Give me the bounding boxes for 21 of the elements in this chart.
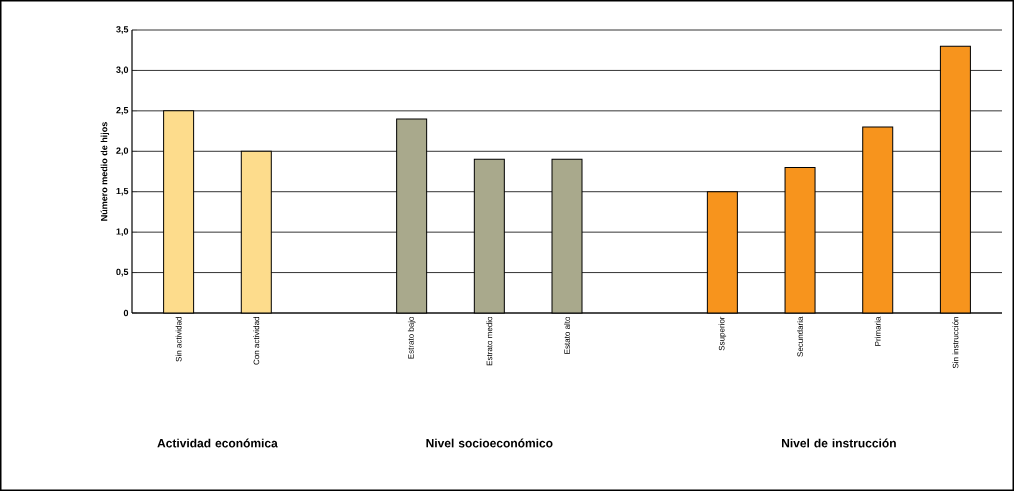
y-tick-label: 2,0 xyxy=(116,147,129,156)
y-tick-label: 1,5 xyxy=(116,187,129,196)
y-tick-label: 0 xyxy=(123,309,129,317)
x-tick-label: Estrato medio xyxy=(486,316,493,366)
y-axis-title: Número medio de hijos xyxy=(100,122,110,221)
y-tick-label: 2,5 xyxy=(116,107,129,115)
y-tick-label: 0,5 xyxy=(116,268,129,277)
x-tick-label: Con actividad xyxy=(253,317,260,365)
x-tick-label: Estrato bajo xyxy=(407,316,416,359)
x-tick-label: Sin instrucción xyxy=(952,317,959,369)
text: Nivel socioeconómico xyxy=(426,438,553,448)
x-tick-label: Secundaria xyxy=(797,316,803,357)
x-tick-label: Primaria xyxy=(874,316,881,346)
y-tick-label: 3,0 xyxy=(116,66,129,75)
y-tick-label: 3,5 xyxy=(116,26,129,34)
y-tick-label: 1,0 xyxy=(116,228,129,236)
text: Nivel de instrucción xyxy=(782,438,896,448)
x-tick-label: Estato alto xyxy=(564,316,570,354)
text: Actividad económica xyxy=(157,438,278,448)
x-tick-label: Ssuperior xyxy=(718,316,727,351)
x-tick-label: Sin actividad xyxy=(175,317,182,362)
